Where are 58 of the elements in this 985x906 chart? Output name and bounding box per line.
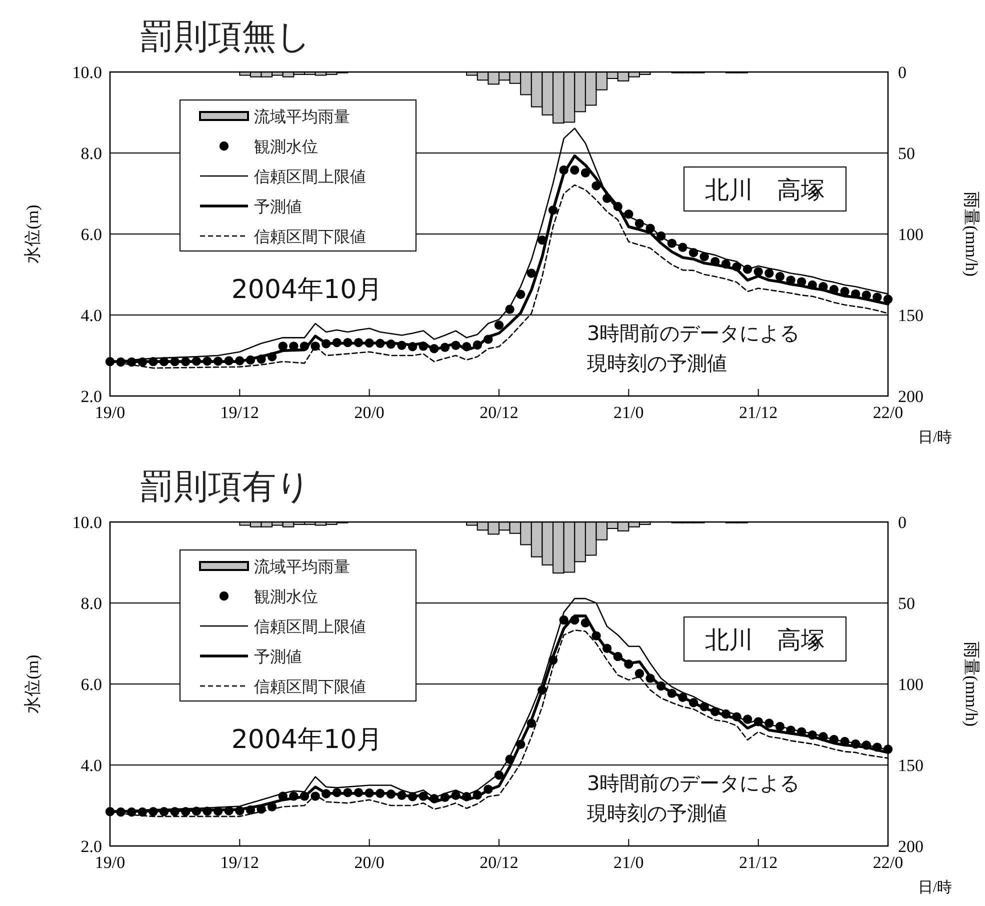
y2-tick-label: 150 — [898, 306, 924, 325]
annotation: 2004年10月 — [231, 275, 383, 305]
x-axis-title: 日/時 — [918, 879, 952, 896]
legend-label: 信頼区間上限値 — [254, 167, 366, 186]
y2-tick-label: 200 — [898, 387, 924, 406]
y2-tick-label: 100 — [898, 225, 924, 244]
x-tick-label: 21/12 — [738, 853, 778, 872]
x-axis-title: 日/時 — [918, 429, 952, 446]
legend-label: 観測水位 — [254, 587, 318, 606]
x-tick-label: 19/12 — [220, 853, 260, 872]
x-tick-label: 19/0 — [94, 403, 126, 422]
y-tick-label: 10.0 — [72, 63, 102, 82]
legend-label: 予測値 — [254, 197, 302, 216]
y2-axis-title: 雨量(mm/h) — [962, 192, 981, 276]
annotation: 北川 高塚 — [705, 626, 825, 654]
x-tick-label: 21/0 — [614, 853, 644, 872]
x-tick-label: 20/12 — [480, 403, 518, 422]
legend-label: 予測値 — [254, 647, 302, 666]
x-tick-label: 22/0 — [872, 403, 904, 422]
annotation: 3時間前のデータによる現時刻の予測値 — [587, 321, 800, 375]
y2-tick-label: 0 — [898, 513, 906, 532]
y-tick-label: 10.0 — [72, 513, 102, 532]
x-tick-label: 19/0 — [94, 853, 126, 872]
y2-tick-label: 200 — [898, 837, 924, 856]
x-tick-label: 20/12 — [480, 853, 518, 872]
y-tick-label: 2.0 — [80, 387, 102, 406]
y2-tick-label: 50 — [898, 594, 915, 613]
legend-label: 信頼区間下限値 — [254, 677, 366, 696]
legend-label: 流域平均雨量 — [254, 557, 350, 576]
x-tick-label: 20/0 — [354, 853, 384, 872]
annotation: 2004年10月 — [231, 725, 383, 755]
y2-tick-label: 50 — [898, 144, 915, 163]
y-tick-label: 6.0 — [80, 225, 102, 244]
x-tick-label: 21/0 — [614, 403, 644, 422]
legend-label: 観測水位 — [254, 137, 318, 156]
y2-tick-label: 0 — [898, 63, 906, 82]
y-tick-label: 4.0 — [80, 306, 102, 325]
y-tick-label: 8.0 — [80, 144, 102, 163]
x-tick-label: 22/0 — [872, 853, 904, 872]
x-tick-label: 21/12 — [738, 403, 778, 422]
annotation: 北川 高塚 — [705, 176, 825, 204]
y-axis-title: 水位(m) — [23, 204, 42, 264]
y-tick-label: 8.0 — [80, 594, 102, 613]
legend-label: 流域平均雨量 — [254, 107, 350, 126]
y2-tick-label: 100 — [898, 675, 924, 694]
y-tick-label: 2.0 — [80, 837, 102, 856]
x-tick-label: 20/0 — [354, 403, 384, 422]
x-tick-label: 19/12 — [220, 403, 260, 422]
legend-label: 信頼区間上限値 — [254, 617, 366, 636]
y2-axis-title: 雨量(mm/h) — [962, 642, 981, 726]
annotation: 3時間前のデータによる現時刻の予測値 — [587, 771, 800, 825]
y-tick-label: 6.0 — [80, 675, 102, 694]
y2-tick-label: 150 — [898, 756, 924, 775]
y-axis-title: 水位(m) — [23, 654, 42, 714]
legend-label: 信頼区間下限値 — [254, 227, 366, 246]
chart-title: 罰則項無し — [140, 17, 311, 57]
y-tick-label: 4.0 — [80, 756, 102, 775]
chart-title: 罰則項有り — [140, 467, 311, 507]
